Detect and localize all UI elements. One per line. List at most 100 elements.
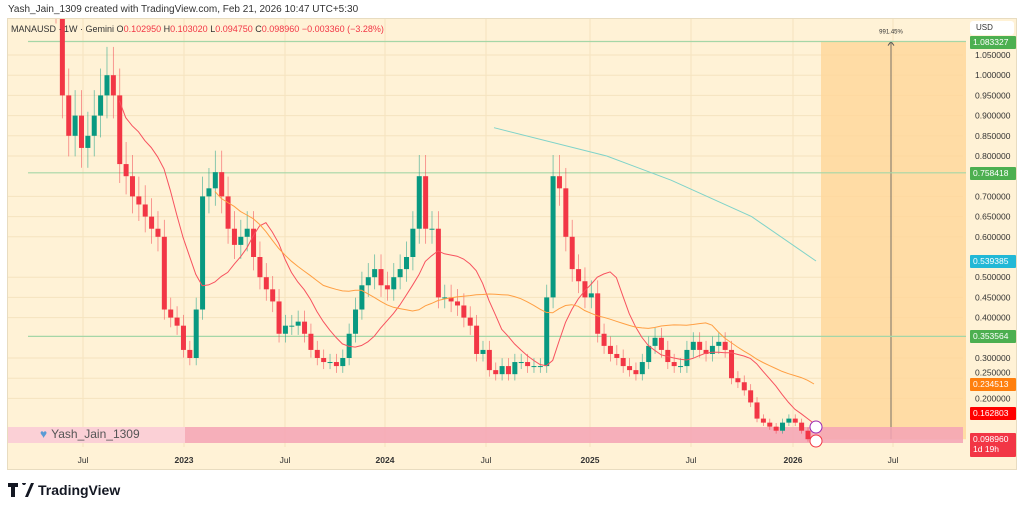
candle: [569, 236, 575, 270]
low-value: 0.094750: [215, 24, 253, 34]
candle: [372, 269, 378, 278]
candle: [219, 172, 225, 197]
candle: [85, 135, 91, 148]
candle: [652, 337, 658, 346]
high-value: 0.103020: [170, 24, 208, 34]
candle: [340, 358, 346, 367]
candle: [773, 426, 779, 431]
candle: [767, 422, 773, 427]
candle: [435, 228, 441, 298]
x-tick-label: 2024: [376, 455, 395, 465]
candle: [212, 172, 218, 189]
candle: [321, 358, 327, 363]
candle: [327, 362, 333, 364]
candle: [308, 333, 314, 350]
symbol[interactable]: MANAUSD: [11, 24, 57, 34]
candle: [741, 382, 747, 391]
candle: [263, 277, 269, 290]
candle: [353, 309, 359, 334]
candle: [359, 285, 365, 310]
change-value: −0.003360 (−3.28%): [301, 24, 384, 34]
candle: [454, 301, 460, 306]
open-label: O: [116, 24, 124, 34]
high-label: H: [163, 24, 171, 34]
price-label-value: 0.234513: [973, 379, 1009, 390]
candle: [257, 257, 263, 278]
bar-countdown: 1d 19h: [973, 444, 999, 455]
exchange: Gemini: [85, 24, 115, 34]
low-label: L: [210, 24, 216, 34]
candle: [716, 341, 722, 346]
candle: [709, 345, 715, 354]
tradingview-logo-icon: [8, 483, 34, 497]
candle: [136, 196, 142, 205]
flag-icon: [809, 434, 823, 448]
candle: [563, 188, 569, 237]
flash-icon: [809, 420, 823, 434]
candle: [531, 366, 537, 368]
price-label-value: 0.162803: [973, 408, 1009, 419]
candle: [467, 317, 473, 326]
candle: [378, 269, 384, 286]
y-tick-label: 0.250000: [975, 367, 1011, 377]
x-tick-label: Jul: [481, 455, 492, 465]
price-label: 0.758418: [970, 166, 1016, 180]
candle: [461, 305, 467, 318]
price-label: 0.098960 1d 19h: [970, 433, 1016, 458]
candle: [576, 269, 582, 282]
candle: [314, 349, 320, 358]
candle: [748, 390, 754, 403]
candle: [697, 341, 703, 350]
candle: [168, 309, 174, 318]
projection-label: 991.45%: [879, 30, 903, 36]
candle: [474, 325, 480, 354]
candle: [525, 362, 531, 367]
candle: [123, 164, 129, 177]
open-value: 0.102950: [123, 24, 162, 34]
chart-credit: Yash_Jain_1309 created with TradingView.…: [8, 4, 359, 15]
price-label-value: 0.353564: [973, 331, 1009, 342]
candle: [302, 321, 308, 334]
x-tick-label: 2025: [581, 455, 600, 465]
candle: [607, 345, 613, 354]
y-tick-label: 1.050000: [975, 50, 1011, 60]
watermark-band: [8, 427, 185, 443]
candle: [486, 349, 492, 371]
candle: [703, 349, 709, 354]
price-label-value: 0.098960: [973, 434, 1009, 445]
candle: [384, 285, 390, 290]
projection-box: [821, 41, 966, 440]
candle: [282, 325, 288, 334]
price-label: 1.083327: [970, 35, 1016, 49]
candle: [104, 75, 110, 96]
currency-button[interactable]: USD: [970, 21, 1014, 35]
tradingview-logo[interactable]: TradingView: [8, 482, 120, 498]
candle: [588, 293, 594, 298]
candle: [142, 204, 148, 217]
price-band: [8, 427, 963, 443]
candle: [423, 176, 429, 229]
candle: [416, 176, 422, 229]
candle: [627, 366, 633, 371]
interval[interactable]: 1W: [64, 24, 78, 34]
candle: [91, 115, 97, 136]
candle: [391, 277, 397, 290]
price-label: 0.353564: [970, 330, 1016, 344]
candle: [786, 418, 792, 423]
y-tick-label: 0.900000: [975, 111, 1011, 121]
candle: [505, 366, 511, 375]
y-tick-label: 0.700000: [975, 191, 1011, 201]
candle: [161, 236, 167, 310]
candle: [729, 349, 735, 379]
price-chart[interactable]: 1.050000 1.000000 0.950000 0.900000 0.850000…: [8, 19, 1018, 471]
candle: [225, 196, 231, 229]
candle: [244, 228, 250, 237]
chart-frame[interactable]: 1.050000 1.000000 0.950000 0.900000 0.850000…: [7, 18, 1017, 470]
ma-fast-line: [118, 100, 815, 424]
candle: [448, 297, 454, 302]
candle: [117, 95, 123, 165]
candle: [633, 370, 639, 375]
candle: [397, 269, 403, 278]
candle: [404, 257, 410, 270]
candle: [429, 228, 435, 230]
